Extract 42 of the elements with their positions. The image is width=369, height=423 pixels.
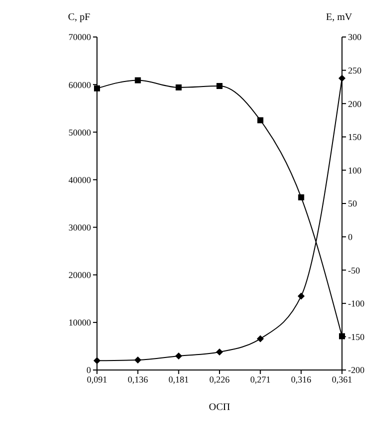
x-tick-label: 0,316 [291, 374, 312, 384]
point [298, 194, 304, 200]
point [134, 77, 141, 84]
y-tick-label: 40000 [68, 174, 92, 185]
y-tick-label: 20000 [68, 270, 92, 280]
y-axis-title: C, pF [68, 12, 90, 23]
y-tick-label: 10000 [68, 318, 92, 328]
y2-tick-label: -100 [348, 298, 365, 309]
y2-tick-label: 200 [348, 98, 362, 109]
x-tick-label: 0,271 [250, 374, 270, 384]
point [134, 356, 142, 364]
x-tick-label: 0,226 [209, 374, 230, 384]
y-tick-label: 30000 [68, 222, 92, 232]
x-tick-label: 0,181 [168, 374, 189, 384]
y2-tick-label: 0 [348, 232, 353, 242]
y2-tick-label: -50 [348, 265, 360, 276]
y-tick-label: 70000 [68, 32, 92, 42]
y-tick-label: 50000 [68, 127, 92, 138]
point [94, 85, 100, 92]
x-tick-label: 0,091 [86, 374, 108, 384]
y2-tick-label: 100 [348, 165, 362, 176]
y2-tick-label: 150 [348, 132, 362, 142]
point [175, 352, 182, 360]
y2-tick-label: 50 [348, 198, 358, 209]
point [298, 292, 305, 300]
point [94, 357, 100, 364]
y2-axis-title: E, mV [326, 12, 352, 23]
y-tick-label: 60000 [68, 80, 92, 90]
y2-tick-label: -200 [348, 365, 365, 376]
y2-tick-label: 250 [348, 65, 362, 76]
y-tick-label: 0 [86, 365, 92, 376]
point [256, 335, 264, 342]
y2-tick-label: 300 [348, 32, 362, 42]
point [216, 348, 223, 356]
x-tick-label: 0,136 [128, 374, 148, 384]
point [176, 84, 182, 90]
point [338, 74, 346, 82]
x-tick-label: 0,361 [332, 374, 352, 384]
x-axis-title: ОСП [208, 402, 230, 413]
point [216, 83, 222, 89]
point [257, 117, 264, 124]
y2-tick-label: -150 [348, 332, 365, 342]
